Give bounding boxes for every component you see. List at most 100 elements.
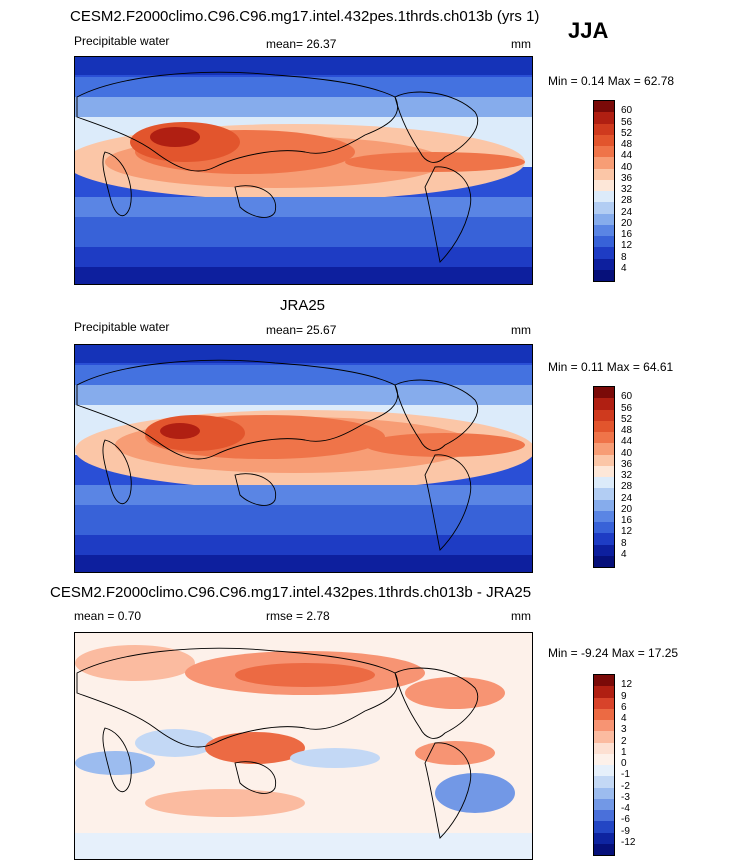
colorbar-tick-label: 52: [621, 413, 633, 425]
colorbar-tick-label: 4: [621, 262, 627, 274]
colorbar-swatch: [594, 555, 614, 567]
colorbar-tick-label: 20: [621, 217, 633, 229]
panel3-mean: mean = 0.70: [74, 609, 142, 623]
colorbar-tick-label: 60: [621, 105, 633, 117]
panel2-unit: mm: [511, 323, 531, 337]
panel2-mean: mean= 25.67: [266, 323, 337, 337]
colorbar-swatch: [594, 675, 614, 687]
panel1-colorbar: [593, 100, 615, 282]
panel2-variable: Precipitable water: [74, 320, 170, 334]
colorbar-swatch: [594, 398, 614, 410]
colorbar-swatch: [594, 708, 614, 720]
colorbar-tick-label: 28: [621, 195, 633, 207]
colorbar-swatch: [594, 112, 614, 124]
colorbar-swatch: [594, 454, 614, 466]
panel3-rmse: rmse = 2.78: [266, 609, 330, 623]
panel3-minmax: Min = -9.24 Max = 17.25: [548, 646, 679, 660]
colorbar-tick-label: 0: [621, 758, 627, 769]
colorbar-swatch: [594, 832, 614, 844]
colorbar-tick-label: 60: [621, 391, 633, 403]
panel1-map: [74, 56, 533, 285]
panel2-colorbar: [593, 386, 615, 568]
colorbar-swatch: [594, 269, 614, 281]
colorbar-tick-label: 12: [621, 679, 633, 691]
colorbar-swatch: [594, 477, 614, 489]
colorbar-swatch: [594, 753, 614, 765]
colorbar-swatch: [594, 168, 614, 180]
colorbar-swatch: [594, 544, 614, 556]
colorbar-swatch: [594, 742, 614, 754]
colorbar-swatch: [594, 465, 614, 477]
colorbar-tick-label: 4: [621, 548, 627, 560]
colorbar-swatch: [594, 432, 614, 444]
colorbar-tick-label: 8: [621, 537, 627, 549]
colorbar-swatch: [594, 798, 614, 810]
colorbar-tick-label: -6: [621, 814, 630, 826]
panel1-title: CESM2.F2000climo.C96.C96.mg17.intel.432p…: [70, 8, 540, 25]
colorbar-tick-label: 44: [621, 150, 633, 162]
colorbar-tick-label: 12: [621, 240, 633, 252]
colorbar-tick-label: 8: [621, 251, 627, 263]
colorbar-tick-label: 56: [621, 116, 633, 128]
colorbar-swatch: [594, 776, 614, 788]
colorbar-swatch: [594, 810, 614, 822]
panel3-title: CESM2.F2000climo.C96.C96.mg17.intel.432p…: [50, 584, 532, 601]
colorbar-swatch: [594, 522, 614, 534]
colorbar-tick-label: 40: [621, 161, 633, 173]
colorbar-tick-label: 56: [621, 402, 633, 414]
colorbar-tick-label: 16: [621, 229, 633, 240]
colorbar-swatch: [594, 731, 614, 743]
colorbar-swatch: [594, 146, 614, 158]
colorbar-swatch: [594, 409, 614, 421]
panel1-minmax: Min = 0.14 Max = 62.78: [548, 74, 675, 88]
colorbar-tick-label: 24: [621, 206, 633, 218]
colorbar-tick-label: -3: [621, 791, 630, 803]
panel1-unit: mm: [511, 37, 531, 51]
colorbar-tick-label: 9: [621, 690, 627, 702]
colorbar-tick-label: -4: [621, 803, 630, 814]
panel3-unit: mm: [511, 609, 531, 623]
colorbar-tick-label: 20: [621, 503, 633, 515]
colorbar-swatch: [594, 258, 614, 270]
colorbar-tick-label: 44: [621, 436, 633, 448]
colorbar-tick-label: 40: [621, 447, 633, 459]
colorbar-swatch: [594, 499, 614, 511]
colorbar-swatch: [594, 488, 614, 500]
colorbar-tick-label: 52: [621, 127, 633, 139]
colorbar-swatch: [594, 720, 614, 732]
colorbar-swatch: [594, 420, 614, 432]
colorbar-swatch: [594, 101, 614, 113]
colorbar-swatch: [594, 387, 614, 399]
panel1-mean: mean= 26.37: [266, 37, 337, 51]
panel1-variable: Precipitable water: [74, 34, 170, 48]
colorbar-swatch: [594, 443, 614, 455]
colorbar-tick-label: 16: [621, 515, 633, 526]
colorbar-swatch: [594, 765, 614, 777]
colorbar-swatch: [594, 533, 614, 545]
panel2-minmax: Min = 0.11 Max = 64.61: [548, 360, 674, 374]
colorbar-tick-label: 3: [621, 724, 627, 736]
colorbar-swatch: [594, 821, 614, 833]
panel2-map: [74, 344, 533, 573]
colorbar-swatch: [594, 134, 614, 146]
colorbar-tick-label: 4: [621, 713, 627, 724]
panel2-title: JRA25: [280, 297, 326, 314]
panel3-colorbar: [593, 674, 615, 856]
colorbar-swatch: [594, 202, 614, 214]
colorbar-tick-label: -9: [621, 825, 630, 837]
colorbar-swatch: [594, 787, 614, 799]
colorbar-swatch: [594, 224, 614, 236]
colorbar-tick-label: 36: [621, 172, 633, 184]
colorbar-tick-label: -12: [621, 836, 636, 848]
colorbar-tick-label: 36: [621, 458, 633, 470]
colorbar-tick-label: 48: [621, 425, 633, 436]
colorbar-swatch: [594, 191, 614, 203]
colorbar-swatch: [594, 686, 614, 698]
colorbar-swatch: [594, 236, 614, 248]
colorbar-swatch: [594, 213, 614, 225]
season-label: JJA: [568, 18, 609, 43]
colorbar-swatch: [594, 697, 614, 709]
colorbar-tick-label: 1: [621, 746, 627, 758]
colorbar-tick-label: 32: [621, 184, 633, 195]
colorbar-swatch: [594, 157, 614, 169]
